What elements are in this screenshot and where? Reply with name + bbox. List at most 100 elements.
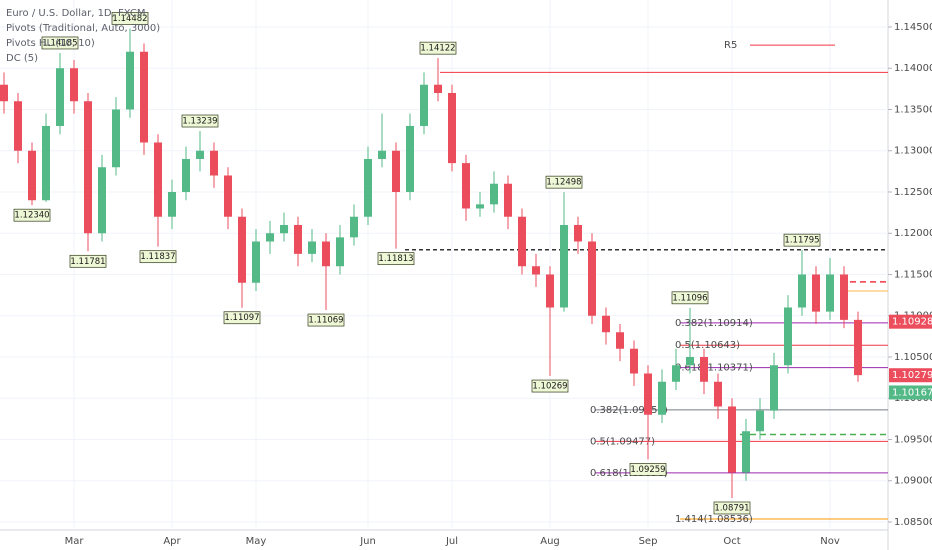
candle-body: [42, 125, 50, 201]
candle-body: [196, 150, 204, 159]
candle-body: [448, 92, 456, 164]
extremum-box: [531, 379, 569, 393]
candle-body: [182, 158, 190, 192]
candle-body: [602, 315, 610, 333]
x-tick-label: Nov: [820, 536, 840, 547]
level-label: 0.618(1.10371): [675, 363, 753, 374]
extremum-box: [41, 36, 79, 50]
candle-body: [784, 307, 792, 366]
candle-body: [742, 431, 750, 473]
candle-body: [630, 348, 638, 374]
candle-body: [0, 84, 8, 102]
legend-entry: Euro / U.S. Dollar, 1D, FXCM: [6, 8, 145, 19]
extremum-label: 1.11837: [140, 252, 175, 262]
price-tag: [889, 385, 932, 400]
extremum-label: 1.10269: [532, 382, 567, 392]
candle-body: [140, 51, 148, 143]
candle-body: [308, 241, 316, 254]
legend-entry: Pivots (Traditional, Auto, 3000): [6, 23, 160, 34]
extremum-box: [139, 250, 177, 264]
candle-body: [462, 163, 470, 209]
candle-body: [378, 150, 386, 159]
extremum-box: [111, 12, 149, 25]
candle-body: [168, 191, 176, 217]
y-tick-label: 1.11500: [894, 269, 932, 280]
candle-body: [770, 365, 778, 411]
extremum-label: 1.09259: [630, 465, 665, 475]
y-tick-label: 1.13000: [894, 146, 932, 157]
price-tag-label: 1.10167: [892, 387, 932, 398]
level-label: 0.618(1.09096): [590, 468, 668, 479]
candle-body: [98, 167, 106, 234]
candle-body: [294, 224, 302, 254]
extremum-label: 1.11795: [784, 236, 819, 246]
extremum-label: 1.08791: [714, 503, 749, 513]
candle-body: [714, 381, 722, 407]
extremum-box: [419, 41, 457, 55]
x-tick-label: Apr: [163, 536, 181, 547]
candle-body: [504, 183, 512, 217]
y-tick-label: 1.14000: [894, 63, 932, 74]
candle-body: [350, 216, 358, 238]
candle-body: [224, 175, 232, 217]
candle-body: [840, 274, 848, 320]
candle-body: [756, 410, 764, 432]
candle-body: [126, 51, 134, 110]
level-label: 0.5(1.09477): [590, 436, 655, 447]
candle-body: [28, 150, 36, 201]
candle-body: [392, 150, 400, 192]
candle-body: [154, 142, 162, 217]
level-label: 0.382(1.10914): [675, 318, 753, 329]
extremum-box: [181, 114, 219, 128]
candle-body: [616, 332, 624, 349]
candle-body: [518, 216, 526, 267]
extremum-label: 1.14185: [42, 38, 77, 48]
candle-body: [588, 241, 596, 316]
price-tag: [889, 314, 932, 329]
y-tick-label: 1.08500: [894, 517, 932, 528]
y-tick-label: 1.14500: [894, 22, 932, 33]
extremum-box: [629, 463, 667, 476]
level-label: 1.414(1.08536): [675, 514, 753, 525]
candle-body: [420, 84, 428, 126]
candle-body: [826, 274, 834, 312]
extremum-box: [377, 252, 415, 266]
candle-body: [112, 109, 120, 168]
y-tick-label: 1.12000: [894, 228, 932, 239]
price-tag: [889, 368, 932, 383]
x-tick-label: Jul: [445, 536, 458, 547]
candle-body: [252, 241, 260, 283]
candle-body: [434, 84, 442, 93]
extremum-label: 1.11781: [70, 257, 105, 267]
extremum-label: 1.12340: [14, 211, 49, 221]
extremum-label: 1.13239: [182, 117, 217, 127]
extremum-box: [307, 313, 345, 327]
candle-body: [14, 101, 22, 151]
extremum-label: 1.11096: [672, 293, 707, 303]
candle-body: [280, 224, 288, 234]
candle-body: [238, 216, 246, 283]
extremum-label: 1.14122: [420, 44, 455, 54]
candle-body: [574, 224, 582, 242]
candle-body: [644, 373, 652, 415]
candle-body: [532, 266, 540, 275]
x-tick-label: Sep: [639, 536, 658, 547]
level-label: 0.5(1.10643): [675, 340, 740, 351]
candle-body: [798, 274, 806, 308]
extremum-box: [223, 311, 261, 325]
legend-entry: DC (5): [6, 53, 38, 64]
x-tick-label: Aug: [540, 536, 560, 547]
candle-body: [406, 125, 414, 192]
y-tick-label: 1.09500: [894, 434, 932, 445]
candle-body: [672, 365, 680, 382]
extremum-box: [671, 291, 709, 305]
candle-body: [812, 274, 820, 312]
y-tick-label: 1.09000: [894, 476, 932, 487]
y-tick-label: 1.13500: [894, 104, 932, 115]
candle-body: [56, 68, 64, 126]
candle-body: [70, 68, 78, 102]
extremum-label: 1.11097: [224, 313, 259, 323]
candle-body: [560, 224, 568, 308]
